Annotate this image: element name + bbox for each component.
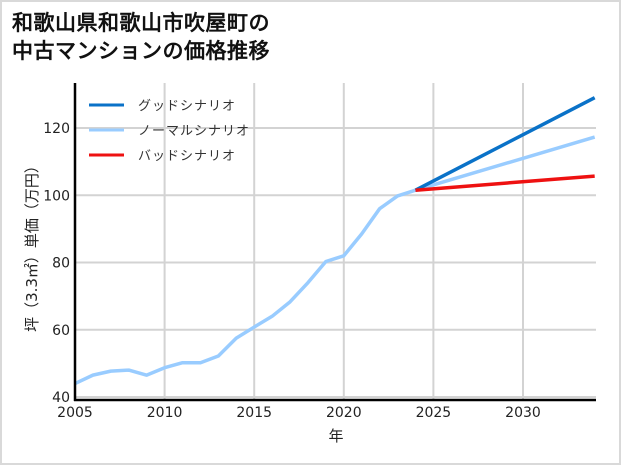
x-tick-label: 2030 xyxy=(505,405,541,421)
y-tick-label: 80 xyxy=(52,256,70,272)
legend-label: グッドシナリオ xyxy=(138,99,236,114)
x-tick-label: 2015 xyxy=(236,405,272,421)
x-tick-label: 2020 xyxy=(326,405,362,421)
axes xyxy=(73,83,596,402)
series-line xyxy=(74,135,596,386)
y-tick-label: 120 xyxy=(43,121,70,137)
legend-label: バッドシナリオ xyxy=(138,149,236,164)
y-tick-label: 60 xyxy=(52,323,70,339)
x-tick-label: 2010 xyxy=(147,405,183,421)
y-tick-label: 40 xyxy=(52,390,70,406)
y-tick-label: 100 xyxy=(43,188,70,204)
y-axis-label: 坪（3.3㎡）単価（万円） xyxy=(23,158,41,332)
chart-title-line2: 中古マンションの価格推移 xyxy=(12,39,270,63)
chart-title-line1: 和歌山県和歌山市吹屋町の xyxy=(12,11,270,35)
chart-title: 和歌山県和歌山市吹屋町の 中古マンションの価格推移 xyxy=(12,9,270,65)
x-tick-label: 2025 xyxy=(416,405,452,421)
x-tick-label: 2005 xyxy=(57,405,93,421)
series-line xyxy=(415,174,595,192)
x-axis-label: 年 xyxy=(328,427,343,445)
tick-labels: 2005 2010 2015 2020 2025 2030 40 60 80 100 120 xyxy=(43,121,541,421)
legend-label: ノーマルシナリオ xyxy=(138,124,250,139)
data-lines xyxy=(74,96,596,386)
series-line xyxy=(414,96,596,192)
